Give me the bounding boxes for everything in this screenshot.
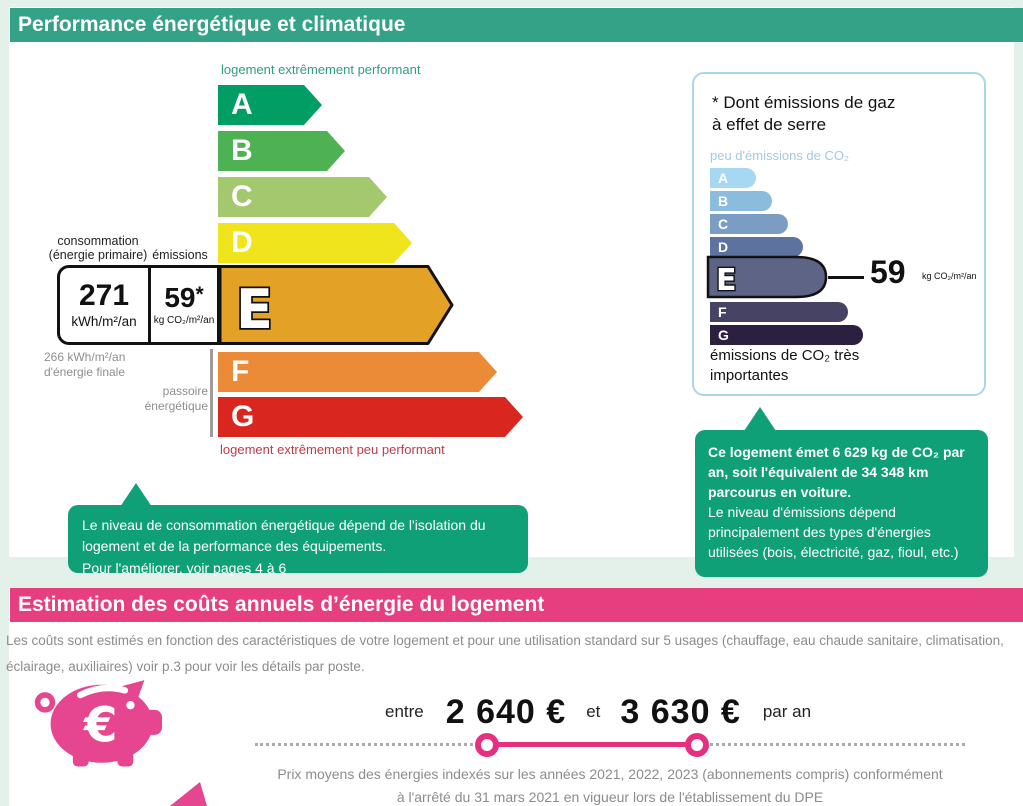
annual-cost-estimate: entre 2 640 € et 3 630 € par an — [385, 690, 811, 734]
energy-class-a-bar: A — [218, 85, 322, 125]
co2-value-unit: kg CO₂/m²/an — [922, 271, 977, 281]
consumption-callout: Le niveau de consommation énergétique dé… — [68, 505, 528, 576]
co2-value: 59 — [870, 254, 906, 290]
emissions-callout: Ce logement émet 6 629 kg de CO₂ par an,… — [695, 430, 988, 577]
energy-class-f-letter: F — [231, 355, 250, 388]
consumption-cell: 271 kWh/m²/an — [60, 268, 148, 342]
co2-class-b-bar: B — [710, 191, 772, 211]
next-callout-pointer — [170, 782, 207, 806]
section2-title: Estimation des coûts annuels d’énergie d… — [10, 588, 1023, 622]
co2-class-b-letter: B — [718, 193, 729, 209]
co2-high-label: émissions de CO₂ très importantes — [710, 347, 860, 384]
energy-class-e-arrow: E — [220, 265, 454, 345]
energy-class-g-letter: G — [231, 400, 255, 433]
energy-worst-label: logement extrêmement peu performant — [220, 442, 445, 457]
consumption-header: consommation (énergie primaire) — [48, 234, 148, 263]
emissions-cell: 59* kg CO₂/m²/an — [151, 268, 217, 342]
co2-panel: * Dont émissions de gaz à effet de serre… — [692, 72, 986, 396]
emissions-asterisk: * — [195, 283, 204, 306]
energy-class-e-shape — [220, 265, 454, 345]
co2-panel-title: * Dont émissions de gaz à effet de serre — [712, 92, 895, 136]
final-energy-note: 266 kWh/m²/an d'énergie finale — [44, 350, 126, 379]
sieve-divider-line — [210, 349, 213, 437]
section1-title: Performance énergétique et climatique — [10, 8, 1023, 42]
co2-class-a-bar: A — [710, 168, 756, 188]
consumption-unit: kWh/m²/an — [71, 314, 137, 329]
consumption-callout-pointer — [120, 483, 152, 507]
energy-class-b-bar: B — [218, 131, 345, 171]
consumption-callout-text: Le niveau de consommation énergétique dé… — [82, 517, 486, 555]
price-index-footnote: Prix moyens des énergies indexés sur les… — [230, 763, 990, 806]
energy-sieve-note: passoire énergétique — [144, 384, 208, 413]
cost-range-min-marker — [475, 733, 499, 757]
cost-range-fill — [487, 742, 697, 747]
energy-class-b-letter: B — [231, 134, 253, 167]
emissions-callout-text: Le niveau d'émissions dépend principalem… — [708, 504, 959, 561]
svg-text:€: € — [83, 697, 118, 753]
value-box-divider — [148, 268, 151, 342]
co2-class-g-letter: G — [718, 327, 729, 343]
cost-max-value: 3 630 € — [620, 692, 741, 731]
cost-range-max-marker — [685, 733, 709, 757]
consumption-value: 271 — [78, 279, 130, 312]
co2-class-c-letter: C — [718, 216, 729, 232]
co2-class-g-bar: G — [710, 325, 863, 345]
energy-class-g-bar: G — [218, 397, 523, 437]
energy-best-label: logement extrêmement performant — [221, 62, 421, 77]
co2-class-d-letter: D — [718, 239, 729, 255]
energy-class-d-bar: D — [218, 223, 412, 263]
co2-class-c-bar: C — [710, 214, 788, 234]
emissions-unit: kg CO₂/m²/an — [153, 315, 215, 326]
energy-class-f-bar: F — [218, 352, 497, 392]
co2-class-f-bar: F — [710, 302, 848, 322]
per-year-label: par an — [762, 702, 812, 721]
co2-class-d-bar: D — [710, 237, 803, 257]
between-label: entre — [385, 702, 424, 721]
piggy-bank-euro-icon: € — [34, 680, 162, 767]
and-label: et — [586, 702, 601, 721]
co2-class-f-letter: F — [718, 304, 727, 320]
emissions-value: 59 — [164, 282, 196, 313]
price-index-footnote-line1: Prix moyens des énergies indexés sur les… — [277, 766, 943, 782]
co2-class-e-bar: E — [706, 255, 828, 299]
energy-class-e-letter: E — [236, 278, 273, 341]
co2-class-e-letter: E — [716, 263, 737, 298]
co2-class-e-shape — [706, 255, 828, 299]
co2-value-connector-line — [828, 276, 864, 279]
co2-title-line2: à effet de serre — [712, 115, 827, 135]
co2-title-line1: * Dont émissions de gaz — [712, 93, 896, 112]
cost-min-value: 2 640 € — [445, 692, 567, 731]
co2-class-a-letter: A — [718, 170, 729, 186]
cost-description-line2: éclairage, auxiliaires) voir p.3 pour vo… — [6, 658, 365, 674]
energy-class-c-bar: C — [218, 177, 387, 217]
price-index-footnote-line2: à l'arrêté du 31 mars 2021 en vigueur lo… — [396, 789, 824, 806]
cost-description-line1: Les coûts sont estimés en fonction des c… — [6, 633, 1004, 648]
energy-value-box: 271 kWh/m²/an 59* kg CO₂/m²/an — [57, 265, 220, 345]
consumption-callout-text2: Pour l'améliorer, voir pages 4 à 6 — [82, 559, 287, 576]
cost-description: Les coûts sont estimés en fonction des c… — [6, 628, 1022, 679]
section2-panel — [9, 588, 1023, 806]
energy-class-a-letter: A — [231, 88, 253, 121]
energy-class-c-letter: C — [231, 180, 253, 213]
emissions-callout-bold-text: Ce logement émet 6 629 kg de CO₂ par an,… — [708, 444, 965, 501]
emissions-callout-pointer — [744, 407, 776, 431]
co2-low-label: peu d'émissions de CO₂ — [710, 148, 850, 163]
emissions-header: émissions — [152, 248, 208, 262]
energy-class-d-letter: D — [231, 226, 253, 259]
